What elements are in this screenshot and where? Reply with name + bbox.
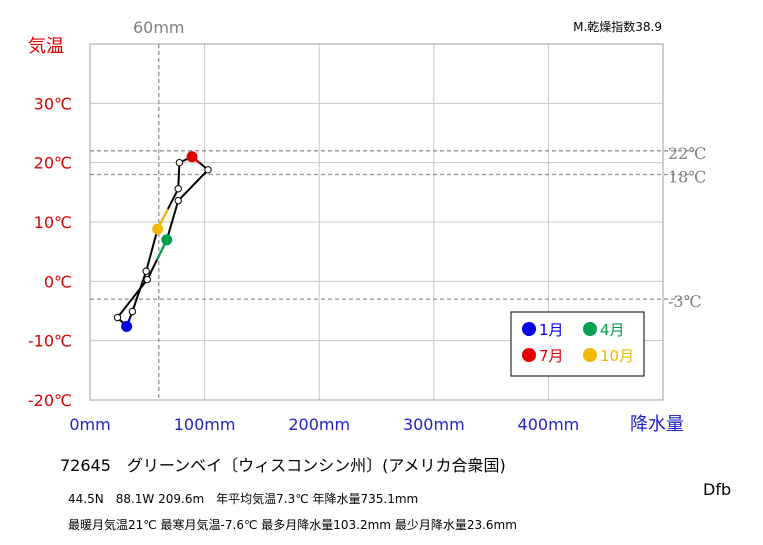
y-tick-label: -20℃	[28, 391, 72, 410]
station-title: 72645 グリーンベイ〔ウィスコンシン州〕(アメリカ合衆国)	[60, 456, 506, 475]
legend-label: 4月	[600, 321, 625, 339]
month-points	[113, 151, 212, 332]
legend-marker	[522, 348, 536, 362]
y-tick-label: 30℃	[34, 94, 72, 113]
y-tick-label: 10℃	[34, 213, 72, 232]
legend-label: 10月	[600, 347, 634, 365]
legend-box	[510, 311, 645, 377]
month-segment	[131, 270, 148, 312]
month-point	[174, 196, 182, 205]
x-axis-title: 降水量	[630, 414, 684, 435]
y-axis-title: 気温	[28, 36, 64, 57]
hythergraph-chart: 60mm 22℃ 18℃ -3℃ -20℃ -10℃ 0℃ 10℃ 20℃ 30℃ 0mm 100m…	[28, 18, 706, 435]
dryness-index: M.乾燥指数38.9	[573, 19, 662, 34]
month-point	[113, 313, 122, 322]
station-info-2: 最暖月気温21℃ 最寒月気温-7.6℃ 最多月降水量103.2mm 最少月降水量…	[68, 518, 517, 532]
legend-label: 7月	[539, 347, 564, 365]
x-tick-label: 400mm	[518, 415, 580, 434]
x-tick-label: 300mm	[403, 415, 465, 434]
month-segment	[165, 200, 180, 241]
axis-labels: -20℃ -10℃ 0℃ 10℃ 20℃ 30℃ 0mm 100mm 200mm 300mm 400…	[28, 19, 684, 435]
legend-marker	[583, 348, 597, 362]
month-point	[143, 275, 152, 284]
y-tick-label: -10℃	[28, 332, 72, 351]
month-segment	[116, 278, 149, 319]
month-point	[128, 307, 137, 316]
y-tick-label: 20℃	[34, 154, 72, 173]
reference-lines: 60mm 22℃ 18℃ -3℃	[90, 18, 706, 400]
legend-marker	[522, 322, 536, 336]
month-point	[174, 185, 182, 193]
climate-code: Dfb	[703, 480, 732, 499]
grid-lines	[89, 43, 664, 401]
month-segment	[145, 228, 159, 272]
x-tick-label: 100mm	[174, 415, 236, 434]
x-tick-label: 0mm	[69, 415, 110, 434]
reference-label: 60mm	[133, 18, 185, 37]
legend: 1月 4月 7月 10月	[510, 311, 645, 377]
legend-label: 1月	[539, 321, 564, 339]
legend-marker	[583, 322, 597, 336]
plot-frame	[89, 43, 664, 401]
station-info-1: 44.5N 88.1W 209.6m 年平均気温7.3℃ 年降水量735.1mm	[68, 492, 419, 506]
x-tick-label: 200mm	[288, 415, 350, 434]
month-segment	[177, 169, 209, 202]
month-point	[204, 166, 212, 174]
month-point	[121, 320, 133, 332]
month-segment	[177, 162, 181, 189]
month-point	[161, 234, 173, 246]
reference-label: 22℃	[668, 144, 706, 163]
y-tick-label: 0℃	[44, 272, 72, 291]
month-point	[186, 151, 198, 163]
month-point	[175, 158, 184, 167]
month-point	[142, 267, 150, 275]
month-point	[152, 223, 164, 235]
reference-label: -3℃	[668, 292, 701, 311]
reference-label: 18℃	[668, 168, 706, 187]
climate-path	[116, 155, 209, 328]
